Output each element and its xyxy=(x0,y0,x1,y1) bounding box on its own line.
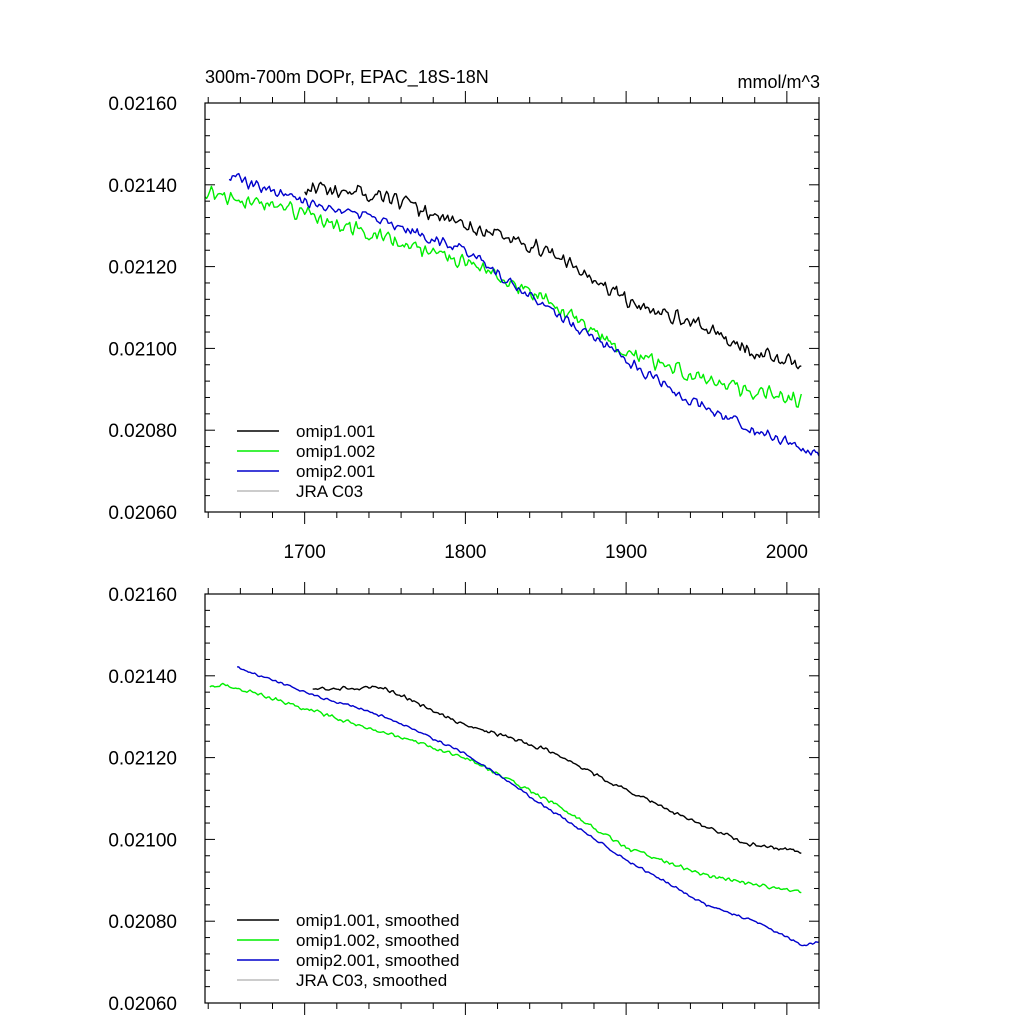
series-line xyxy=(209,682,802,894)
y-tick-label: 0.02080 xyxy=(108,912,177,933)
series-line xyxy=(237,666,819,947)
series-line xyxy=(204,185,802,408)
y-axis-labels: 0.02060 0.02080 0.02100 0.02120 0.02140 0.021… xyxy=(108,94,177,524)
bottom-panel: 0.02060 0.02080 0.02100 0.02120 0.02140 0.021… xyxy=(108,582,820,1015)
x-tick-label: 1900 xyxy=(605,542,647,563)
series-line xyxy=(312,685,802,854)
y-tick-label: 0.02100 xyxy=(108,339,177,360)
top-panel: 300m-700m DOPr, EPAC_18S-18N mmol/m^3 0.… xyxy=(108,67,820,563)
plot-frame xyxy=(204,593,820,1004)
series-lines xyxy=(209,666,819,947)
y-tick-label: 0.02140 xyxy=(108,667,177,688)
y-tick-label: 0.02160 xyxy=(108,94,177,115)
legend-entry: omip1.001, smoothed xyxy=(296,911,460,930)
units-label: mmol/m^3 xyxy=(738,72,820,92)
series-line xyxy=(228,172,820,457)
legend-entry: JRA C03, smoothed xyxy=(296,971,447,990)
legend-entry: omip1.002 xyxy=(296,442,375,461)
x-tick-label: 1800 xyxy=(444,542,486,563)
x-tick-label: 2000 xyxy=(766,542,808,563)
y-tick-label: 0.02120 xyxy=(108,258,177,279)
y-axis-labels: 0.02060 0.02080 0.02100 0.02120 0.02140 0.021… xyxy=(108,585,177,1015)
y-tick-label: 0.02160 xyxy=(108,585,177,606)
legend-entry: omip1.001 xyxy=(296,422,375,441)
y-tick-label: 0.02100 xyxy=(108,830,177,851)
y-tick-label: 0.02080 xyxy=(108,421,177,442)
x-tick-label: 1700 xyxy=(284,542,326,563)
y-tick-label: 0.02120 xyxy=(108,749,177,770)
legend-entry: omip1.002, smoothed xyxy=(296,931,460,950)
y-tick-label: 0.02140 xyxy=(108,176,177,197)
series-lines xyxy=(204,172,820,457)
y-tick-label: 0.02060 xyxy=(108,503,177,524)
legend-entry: omip2.001 xyxy=(296,462,375,481)
chart-title: 300m-700m DOPr, EPAC_18S-18N xyxy=(205,67,489,88)
axis-ticks xyxy=(205,91,820,524)
series-line xyxy=(304,181,802,370)
legend-entry: omip2.001, smoothed xyxy=(296,951,460,970)
legend-entry: JRA C03 xyxy=(296,482,363,501)
x-axis-labels: 1700 1800 1900 2000 xyxy=(284,542,808,563)
plot-frame xyxy=(204,102,820,513)
y-tick-label: 0.02060 xyxy=(108,994,177,1015)
